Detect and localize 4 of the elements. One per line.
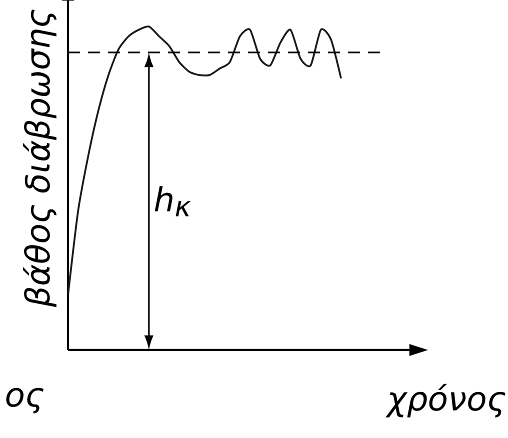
text: ος <box>6 388 44 414</box>
annotation: h$_{κ}$ <box>154 186 191 216</box>
y-axis-title: βάθος διάβρωσης <box>22 10 56 308</box>
x-axis-title: χρόνος <box>386 384 506 418</box>
